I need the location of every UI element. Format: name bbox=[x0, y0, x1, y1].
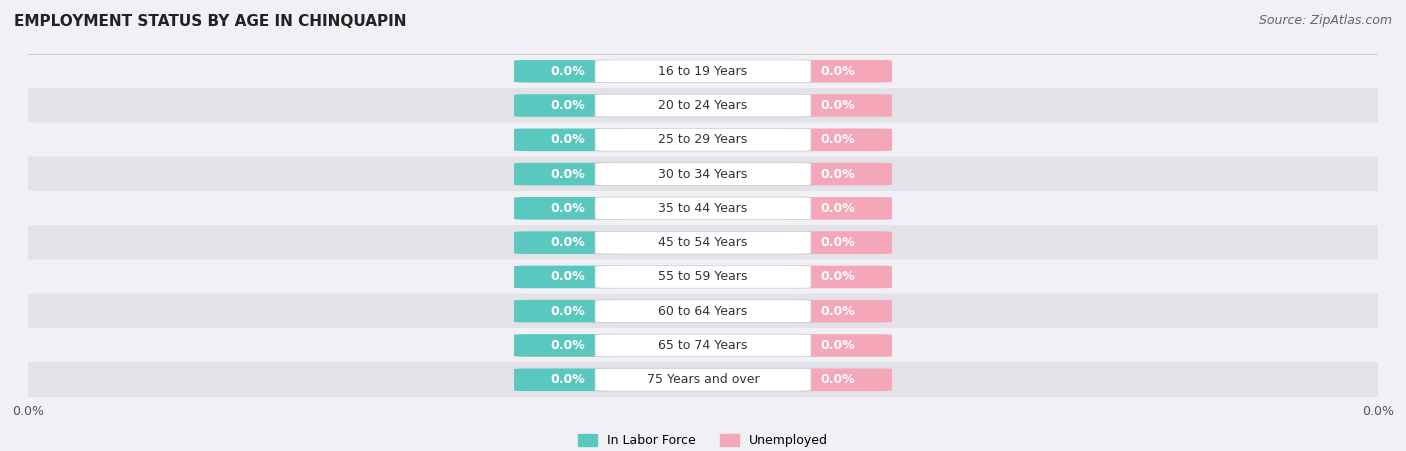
FancyBboxPatch shape bbox=[595, 163, 811, 185]
Text: 0.0%: 0.0% bbox=[551, 271, 585, 283]
Text: 0.0%: 0.0% bbox=[821, 236, 855, 249]
FancyBboxPatch shape bbox=[785, 163, 891, 185]
Text: 55 to 59 Years: 55 to 59 Years bbox=[658, 271, 748, 283]
Text: 0.0%: 0.0% bbox=[551, 65, 585, 78]
FancyBboxPatch shape bbox=[595, 94, 811, 117]
Text: 0.0%: 0.0% bbox=[551, 236, 585, 249]
FancyBboxPatch shape bbox=[515, 334, 621, 357]
Text: 75 Years and over: 75 Years and over bbox=[647, 373, 759, 386]
Text: 0.0%: 0.0% bbox=[551, 99, 585, 112]
Text: Source: ZipAtlas.com: Source: ZipAtlas.com bbox=[1258, 14, 1392, 27]
Text: 25 to 29 Years: 25 to 29 Years bbox=[658, 133, 748, 146]
FancyBboxPatch shape bbox=[595, 129, 811, 151]
FancyBboxPatch shape bbox=[21, 362, 1385, 397]
FancyBboxPatch shape bbox=[515, 197, 621, 220]
FancyBboxPatch shape bbox=[785, 368, 891, 391]
FancyBboxPatch shape bbox=[595, 60, 811, 83]
FancyBboxPatch shape bbox=[21, 259, 1385, 295]
Text: 0.0%: 0.0% bbox=[551, 305, 585, 318]
FancyBboxPatch shape bbox=[21, 122, 1385, 157]
FancyBboxPatch shape bbox=[785, 197, 891, 220]
FancyBboxPatch shape bbox=[785, 94, 891, 117]
FancyBboxPatch shape bbox=[21, 328, 1385, 363]
Text: 0.0%: 0.0% bbox=[821, 133, 855, 146]
FancyBboxPatch shape bbox=[21, 294, 1385, 329]
FancyBboxPatch shape bbox=[785, 60, 891, 83]
FancyBboxPatch shape bbox=[515, 163, 621, 185]
Text: 30 to 34 Years: 30 to 34 Years bbox=[658, 168, 748, 180]
FancyBboxPatch shape bbox=[595, 231, 811, 254]
Text: 0.0%: 0.0% bbox=[821, 339, 855, 352]
FancyBboxPatch shape bbox=[21, 225, 1385, 260]
FancyBboxPatch shape bbox=[595, 300, 811, 322]
Text: 0.0%: 0.0% bbox=[821, 305, 855, 318]
Text: 20 to 24 Years: 20 to 24 Years bbox=[658, 99, 748, 112]
FancyBboxPatch shape bbox=[785, 300, 891, 322]
FancyBboxPatch shape bbox=[515, 94, 621, 117]
FancyBboxPatch shape bbox=[21, 54, 1385, 89]
Text: 60 to 64 Years: 60 to 64 Years bbox=[658, 305, 748, 318]
Legend: In Labor Force, Unemployed: In Labor Force, Unemployed bbox=[572, 429, 834, 451]
Text: 0.0%: 0.0% bbox=[821, 168, 855, 180]
FancyBboxPatch shape bbox=[515, 266, 621, 288]
FancyBboxPatch shape bbox=[785, 231, 891, 254]
Text: 65 to 74 Years: 65 to 74 Years bbox=[658, 339, 748, 352]
Text: 0.0%: 0.0% bbox=[821, 65, 855, 78]
FancyBboxPatch shape bbox=[21, 88, 1385, 123]
FancyBboxPatch shape bbox=[515, 60, 621, 83]
FancyBboxPatch shape bbox=[515, 129, 621, 151]
Text: 0.0%: 0.0% bbox=[821, 202, 855, 215]
Text: 0.0%: 0.0% bbox=[821, 271, 855, 283]
FancyBboxPatch shape bbox=[515, 231, 621, 254]
Text: 0.0%: 0.0% bbox=[821, 99, 855, 112]
FancyBboxPatch shape bbox=[595, 368, 811, 391]
Text: 0.0%: 0.0% bbox=[551, 202, 585, 215]
FancyBboxPatch shape bbox=[785, 334, 891, 357]
Text: 16 to 19 Years: 16 to 19 Years bbox=[658, 65, 748, 78]
FancyBboxPatch shape bbox=[595, 334, 811, 357]
FancyBboxPatch shape bbox=[595, 266, 811, 288]
Text: 0.0%: 0.0% bbox=[551, 373, 585, 386]
FancyBboxPatch shape bbox=[595, 197, 811, 220]
FancyBboxPatch shape bbox=[515, 368, 621, 391]
Text: 0.0%: 0.0% bbox=[821, 373, 855, 386]
Text: 45 to 54 Years: 45 to 54 Years bbox=[658, 236, 748, 249]
Text: 0.0%: 0.0% bbox=[551, 168, 585, 180]
Text: 0.0%: 0.0% bbox=[551, 339, 585, 352]
FancyBboxPatch shape bbox=[785, 129, 891, 151]
FancyBboxPatch shape bbox=[21, 156, 1385, 192]
Text: 0.0%: 0.0% bbox=[551, 133, 585, 146]
FancyBboxPatch shape bbox=[785, 266, 891, 288]
FancyBboxPatch shape bbox=[21, 191, 1385, 226]
Text: EMPLOYMENT STATUS BY AGE IN CHINQUAPIN: EMPLOYMENT STATUS BY AGE IN CHINQUAPIN bbox=[14, 14, 406, 28]
Text: 35 to 44 Years: 35 to 44 Years bbox=[658, 202, 748, 215]
FancyBboxPatch shape bbox=[515, 300, 621, 322]
